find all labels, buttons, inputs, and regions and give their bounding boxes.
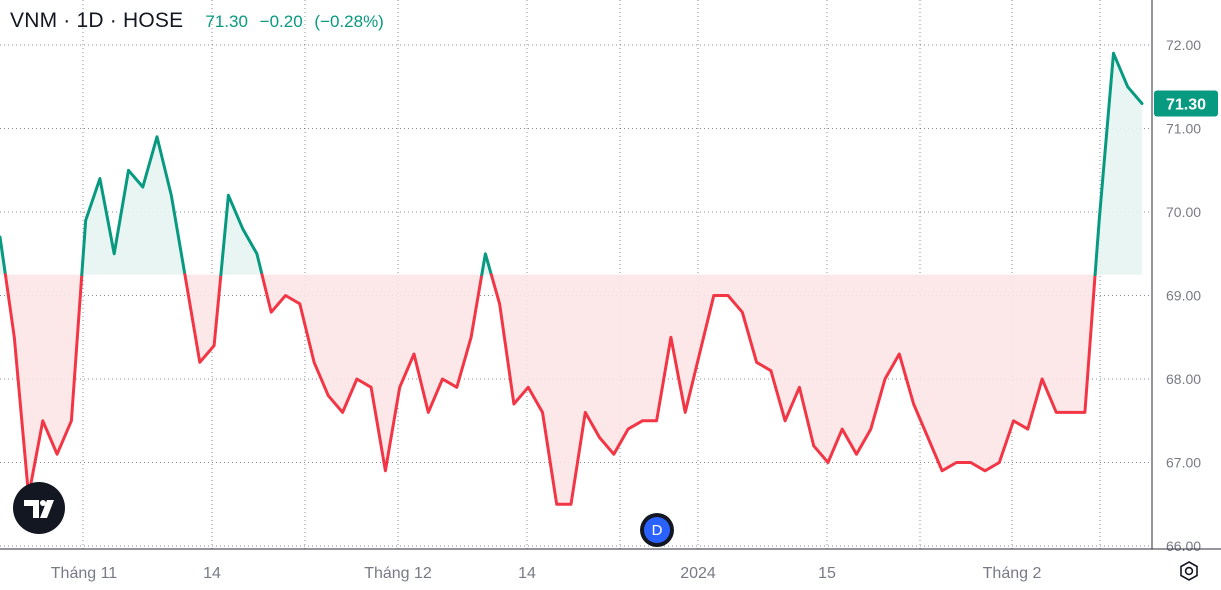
- y-tick-label: 66.00: [1166, 538, 1201, 554]
- area-above-baseline: [81, 136, 185, 275]
- dividend-event-label: D: [644, 517, 670, 543]
- chart-header: VNM · 1D · HOSE 71.30 −0.20 (−0.28%): [10, 9, 384, 33]
- x-tick-label: Tháng 12: [364, 565, 432, 582]
- settings-icon[interactable]: [1178, 560, 1200, 582]
- series-line-above-baseline: [480, 252, 493, 277]
- quote-values: 71.30 −0.20 (−0.28%): [205, 12, 383, 32]
- y-tick-label: 71.00: [1166, 121, 1201, 137]
- last-price-label-bg: [1154, 90, 1218, 117]
- line-layer: [0, 51, 1144, 506]
- series-line-above-baseline: [0, 235, 7, 277]
- series-line-below-baseline: [3, 273, 84, 498]
- series-line-below-baseline: [489, 273, 1097, 506]
- tradingview-logo-icon[interactable]: [13, 482, 65, 534]
- series-line-above-baseline: [1093, 51, 1144, 277]
- fill-layer: [0, 53, 1142, 505]
- area-above-baseline: [220, 195, 262, 275]
- y-tick-label: 70.00: [1166, 204, 1201, 220]
- x-tick-label: 14: [203, 565, 221, 582]
- x-tick-label: 14: [518, 565, 536, 582]
- x-tick-label: 15: [818, 565, 836, 582]
- area-above-baseline: [1095, 53, 1142, 275]
- area-below-baseline: [184, 274, 221, 363]
- area-below-baseline: [491, 274, 1096, 505]
- x-tick-label: Tháng 11: [51, 565, 118, 582]
- y-tick-label: 72.00: [1166, 37, 1201, 53]
- area-below-baseline: [262, 274, 482, 471]
- last-price-label: 71.30: [1166, 96, 1206, 113]
- series-line-above-baseline: [80, 135, 187, 277]
- series-line-below-baseline: [260, 273, 484, 473]
- price-change: −0.20: [259, 12, 303, 31]
- series-line-above-baseline: [219, 193, 264, 277]
- x-tick-label: 2024: [680, 565, 716, 582]
- y-tick-label: 68.00: [1166, 371, 1201, 387]
- price-change-percent: (−0.28%): [314, 12, 384, 31]
- dividend-event-icon[interactable]: D: [640, 513, 674, 547]
- y-tick-label: 69.00: [1166, 288, 1201, 304]
- y-tick-label: 67.00: [1166, 455, 1201, 471]
- last-price: 71.30: [205, 12, 248, 31]
- x-tick-label: Tháng 2: [983, 565, 1042, 582]
- symbol-title[interactable]: VNM · 1D · HOSE: [10, 9, 184, 32]
- series-line-below-baseline: [183, 273, 223, 364]
